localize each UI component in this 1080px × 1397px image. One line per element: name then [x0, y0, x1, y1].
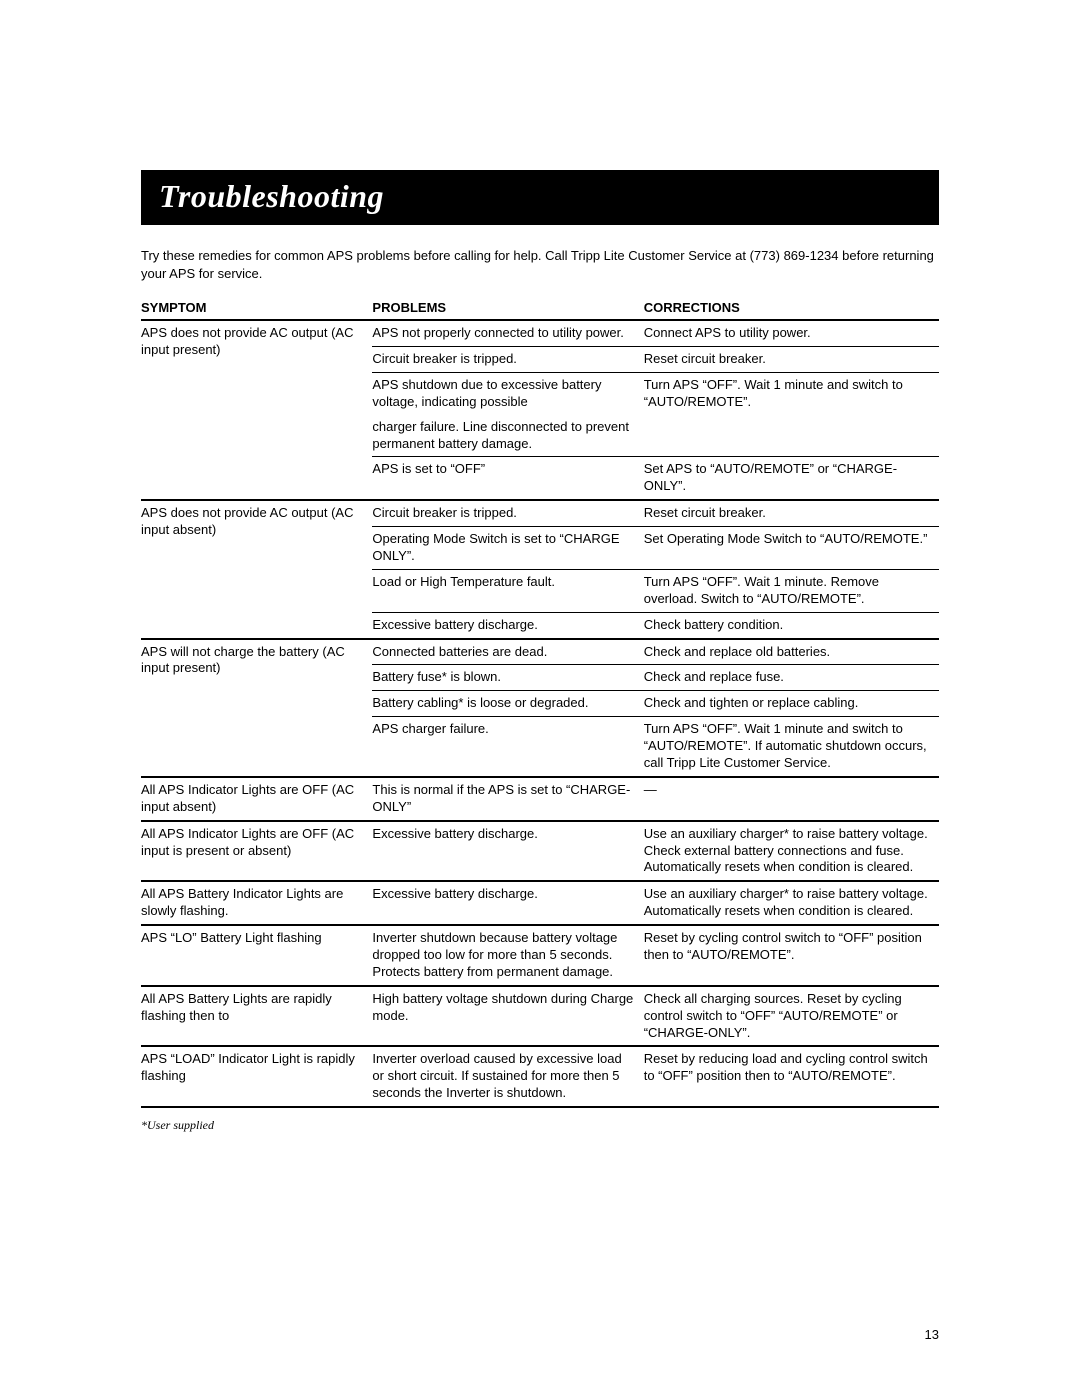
table-row: All APS Indicator Lights are OFF (AC inp…: [141, 777, 939, 821]
page-number: 13: [925, 1327, 939, 1342]
problem-cell: APS charger failure.: [372, 717, 643, 777]
header-corrections: CORRECTIONS: [644, 296, 939, 320]
problem-cell: Connected batteries are dead.: [372, 639, 643, 665]
problem-cell: Operating Mode Switch is set to “CHARGE …: [372, 527, 643, 570]
correction-cell: Use an auxiliary charger* to raise batte…: [644, 881, 939, 925]
correction-cell: Check and replace old batteries.: [644, 639, 939, 665]
footnote: *User supplied: [141, 1118, 939, 1133]
correction-cell: Set Operating Mode Switch to “AUTO/REMOT…: [644, 527, 939, 570]
problem-cell: Circuit breaker is tripped.: [372, 346, 643, 372]
header-symptom: SYMPTOM: [141, 296, 372, 320]
correction-cell: Connect APS to utility power.: [644, 320, 939, 346]
problem-cell: Excessive battery discharge.: [372, 612, 643, 638]
table-row: APS “LOAD” Indicator Light is rapidly fl…: [141, 1046, 939, 1107]
problem-cell: Circuit breaker is tripped.: [372, 500, 643, 526]
problem-cell: Battery cabling* is loose or degraded.: [372, 691, 643, 717]
correction-cell: Reset circuit breaker.: [644, 346, 939, 372]
intro-paragraph: Try these remedies for common APS proble…: [141, 247, 939, 282]
problem-cell: High battery voltage shutdown during Cha…: [372, 986, 643, 1047]
correction-cell: Reset circuit breaker.: [644, 500, 939, 526]
symptom-cell: APS “LO” Battery Light flashing: [141, 925, 372, 986]
problem-cell: Excessive battery discharge.: [372, 881, 643, 925]
correction-cell: Set APS to “AUTO/REMOTE” or “CHARGE-ONLY…: [644, 457, 939, 500]
header-problems: PROBLEMS: [372, 296, 643, 320]
correction-cell: Turn APS “OFF”. Wait 1 minute and switch…: [644, 717, 939, 777]
correction-cell: Check battery condition.: [644, 612, 939, 638]
table-header-row: SYMPTOM PROBLEMS CORRECTIONS: [141, 296, 939, 320]
symptom-cell: All APS Battery Indicator Lights are slo…: [141, 881, 372, 925]
document-page: Troubleshooting Try these remedies for c…: [0, 0, 1080, 1133]
symptom-cell: All APS Indicator Lights are OFF (AC inp…: [141, 777, 372, 821]
problem-cell: Inverter shutdown because battery voltag…: [372, 925, 643, 986]
table-row: APS does not provide AC output (AC input…: [141, 320, 939, 346]
symptom-cell: APS does not provide AC output (AC input…: [141, 320, 372, 500]
problem-cell: APS not properly connected to utility po…: [372, 320, 643, 346]
symptom-cell: APS does not provide AC output (AC input…: [141, 500, 372, 638]
symptom-cell: All APS Indicator Lights are OFF (AC inp…: [141, 821, 372, 882]
problem-cell: charger failure. Line disconnected to pr…: [372, 415, 643, 457]
correction-cell: Check and replace fuse.: [644, 665, 939, 691]
problem-cell: Load or High Temperature fault.: [372, 569, 643, 612]
correction-cell: Reset by reducing load and cycling contr…: [644, 1046, 939, 1107]
correction-cell: Turn APS “OFF”. Wait 1 minute and switch…: [644, 372, 939, 414]
correction-cell: —: [644, 777, 939, 821]
problem-cell: This is normal if the APS is set to “CHA…: [372, 777, 643, 821]
correction-cell: Use an auxiliary charger* to raise batte…: [644, 821, 939, 882]
table-row: APS does not provide AC output (AC input…: [141, 500, 939, 526]
symptom-cell: APS “LOAD” Indicator Light is rapidly fl…: [141, 1046, 372, 1107]
correction-cell: Turn APS “OFF”. Wait 1 minute. Remove ov…: [644, 569, 939, 612]
problem-cell: Excessive battery discharge.: [372, 821, 643, 882]
problem-cell: APS is set to “OFF”: [372, 457, 643, 500]
table-row: APS will not charge the battery (AC inpu…: [141, 639, 939, 665]
symptom-cell: All APS Battery Lights are rapidly flash…: [141, 986, 372, 1047]
problem-cell: Battery fuse* is blown.: [372, 665, 643, 691]
table-row: All APS Battery Lights are rapidly flash…: [141, 986, 939, 1047]
symptom-cell: APS will not charge the battery (AC inpu…: [141, 639, 372, 777]
problem-cell: Inverter overload caused by excessive lo…: [372, 1046, 643, 1107]
correction-cell: Check all charging sources. Reset by cyc…: [644, 986, 939, 1047]
table-row: All APS Battery Indicator Lights are slo…: [141, 881, 939, 925]
problem-cell: APS shutdown due to excessive battery vo…: [372, 372, 643, 414]
table-row: APS “LO” Battery Light flashingInverter …: [141, 925, 939, 986]
table-row: All APS Indicator Lights are OFF (AC inp…: [141, 821, 939, 882]
section-title: Troubleshooting: [141, 170, 939, 225]
troubleshooting-table: SYMPTOM PROBLEMS CORRECTIONS APS does no…: [141, 296, 939, 1108]
correction-cell: Reset by cycling control switch to “OFF”…: [644, 925, 939, 986]
correction-cell: [644, 415, 939, 457]
correction-cell: Check and tighten or replace cabling.: [644, 691, 939, 717]
